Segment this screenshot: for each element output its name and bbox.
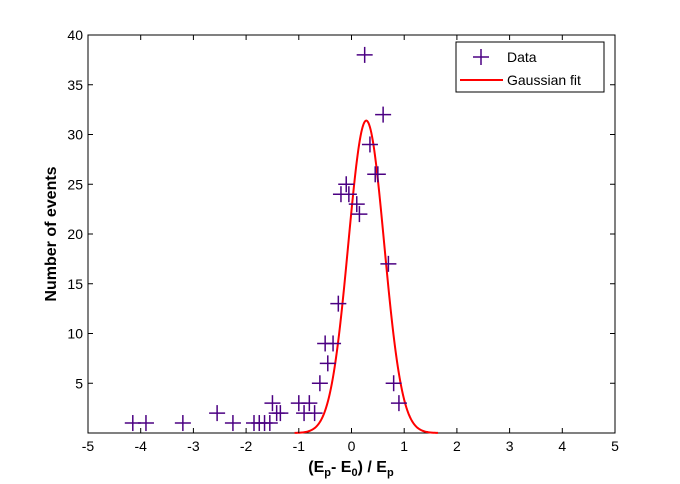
x-tick-label: 2	[453, 438, 461, 454]
data-point	[356, 46, 373, 63]
data-point	[137, 415, 154, 432]
gaussian-fit-layer	[294, 119, 438, 434]
data-point	[319, 355, 336, 372]
x-tick-label: -3	[187, 438, 200, 454]
legend: Data Gaussian fit	[455, 41, 605, 93]
x-tick-label: -4	[134, 438, 147, 454]
y-tick-label: 25	[67, 176, 83, 192]
y-tick-label: 15	[67, 276, 83, 292]
data-point	[351, 206, 368, 223]
data-point	[340, 186, 357, 203]
data-point	[348, 196, 365, 213]
data-point	[301, 395, 318, 412]
y-tick-label: 35	[67, 77, 83, 93]
data-point	[330, 295, 347, 312]
y-tick-label: 20	[67, 226, 83, 242]
data-point	[224, 415, 241, 432]
data-point	[264, 395, 281, 412]
x-tick-label: -5	[82, 438, 95, 454]
data-point	[385, 375, 402, 392]
data-point	[311, 375, 328, 392]
x-tick-label: 1	[400, 438, 408, 454]
data-point	[325, 335, 342, 352]
legend-label-fit: Gaussian fit	[507, 72, 581, 88]
data-point	[338, 176, 355, 193]
x-axis-ticks: -5 -4 -3 -2 -1 0 1 2 3 4 5	[82, 35, 619, 454]
gaussian-fit-line	[294, 119, 438, 434]
y-tick-label: 5	[75, 375, 83, 391]
legend-marker-data	[473, 49, 489, 65]
data-point	[174, 415, 191, 432]
y-axis-ticks: 5 10 15 20 25 30 35 40	[67, 27, 615, 391]
x-tick-label: 0	[348, 438, 356, 454]
y-tick-label: 10	[67, 326, 83, 342]
x-tick-label: -2	[240, 438, 253, 454]
data-point	[369, 166, 386, 183]
x-tick-label: -1	[293, 438, 306, 454]
x-tick-label: 3	[506, 438, 514, 454]
x-axis-label: (Ep- E0) / Ep	[308, 459, 394, 479]
data-point	[272, 405, 289, 422]
data-point	[380, 255, 397, 272]
legend-label-data: Data	[507, 49, 537, 65]
y-tick-label: 30	[67, 127, 83, 143]
data-point	[390, 395, 407, 412]
x-tick-label: 4	[558, 438, 566, 454]
y-tick-label: 40	[67, 27, 83, 43]
data-points-layer	[124, 46, 407, 432]
x-tick-label: 5	[611, 438, 619, 454]
data-point	[306, 405, 323, 422]
data-point	[375, 106, 392, 123]
data-point	[209, 405, 226, 422]
data-point	[361, 136, 378, 153]
y-axis-label: Number of events	[43, 166, 60, 301]
plot-area	[87, 34, 616, 434]
data-point	[261, 415, 278, 432]
